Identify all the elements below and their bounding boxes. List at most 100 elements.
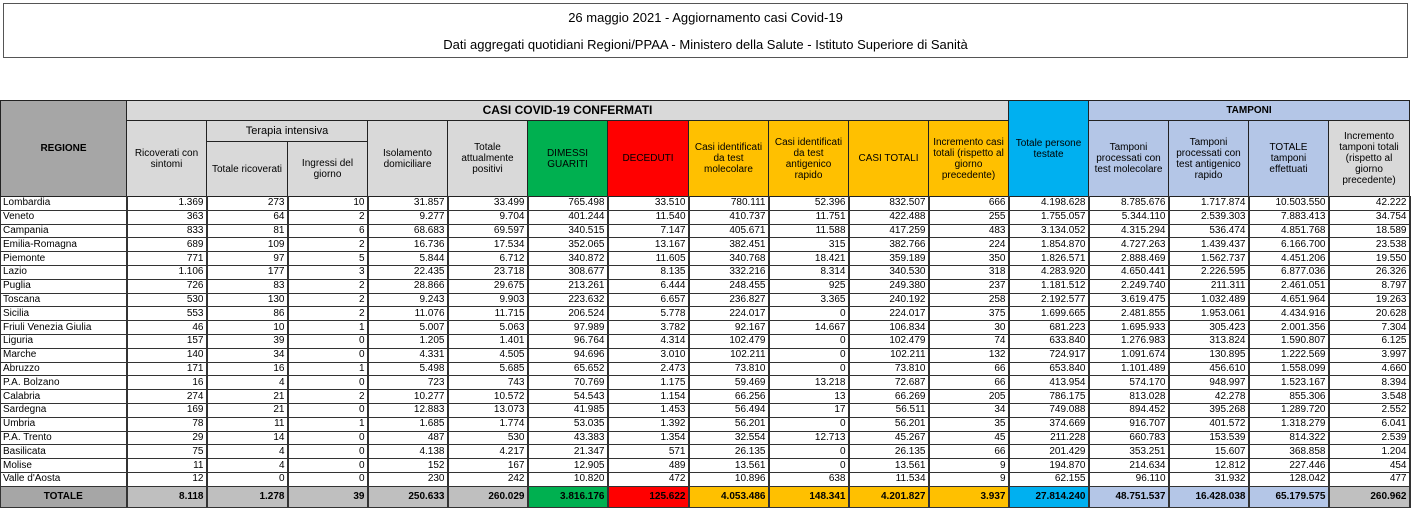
table-row: P.A. Bolzano 16 4 0 723 743 70.769 1.175 59.469 1… xyxy=(0,375,1411,391)
cell-col-6: 43.383 xyxy=(527,430,609,446)
cell-col-9: 11.751 xyxy=(768,209,850,225)
cell-col-2: 4 xyxy=(206,458,289,473)
cell-col-10: 13.561 xyxy=(848,458,930,473)
cell-col-14: 15.607 xyxy=(1168,444,1250,460)
report-title-box: 26 maggio 2021 - Aggiornamento casi Covi… xyxy=(3,3,1408,58)
cell-col-12: 201.429 xyxy=(1008,444,1090,460)
cell-col-12: 4.198.628 xyxy=(1008,196,1090,211)
header-col-13: Tamponi processati con test antigenico r… xyxy=(1168,120,1249,197)
cell-col-4: 4.331 xyxy=(367,347,449,363)
cell-col-6: 340.872 xyxy=(527,251,609,266)
cell-col-13: 4.650.441 xyxy=(1088,264,1170,280)
cell-col-4: 10.277 xyxy=(367,389,449,404)
cell-col-8: 56.494 xyxy=(688,402,770,418)
cell-col-15: 4.851.768 xyxy=(1248,223,1330,239)
cell-col-6: 3.816.176 xyxy=(527,485,609,508)
cell-col-8: 59.469 xyxy=(688,375,770,391)
cell-col-7: 1.154 xyxy=(607,389,690,404)
cell-col-15: 4.651.964 xyxy=(1248,292,1330,308)
cell-col-5: 743 xyxy=(447,375,529,391)
cell-col-7: 4.314 xyxy=(607,333,690,349)
cell-col-2: 130 xyxy=(206,292,289,308)
cell-col-12: 27.814.240 xyxy=(1008,485,1090,508)
cell-col-13: 1.695.933 xyxy=(1088,320,1170,335)
header-tamponi-group: TAMPONI xyxy=(1088,100,1410,121)
cell-col-15: 1.523.167 xyxy=(1248,375,1330,391)
cell-col-15: 7.883.413 xyxy=(1248,209,1330,225)
cell-col-15: 368.858 xyxy=(1248,444,1330,460)
cell-col-6: 308.677 xyxy=(527,264,609,280)
cell-col-7: 3.010 xyxy=(607,347,690,363)
cell-col-9: 0 xyxy=(768,333,850,349)
header-col-3: Isolamento domiciliare xyxy=(367,120,448,197)
table-row: Marche 140 34 0 4.331 4.505 94.696 3.010 102.211… xyxy=(0,347,1411,363)
cell-col-7: 6.444 xyxy=(607,278,690,294)
cell-col-12: 724.917 xyxy=(1008,347,1090,363)
cell-col-13: 8.785.676 xyxy=(1088,196,1170,211)
cell-col-9: 0 xyxy=(768,347,850,363)
cell-col-10: 66.269 xyxy=(848,389,930,404)
cell-col-8: 780.111 xyxy=(688,196,770,211)
cell-col-2: 86 xyxy=(206,306,289,322)
cell-col-13: 2.249.740 xyxy=(1088,278,1170,294)
region-name: Marche xyxy=(0,347,128,363)
cell-col-3: 2 xyxy=(287,292,369,308)
region-name: Liguria xyxy=(0,333,128,349)
cell-col-1: 771 xyxy=(126,251,208,266)
cell-col-1: 46 xyxy=(126,320,208,335)
cell-col-10: 249.380 xyxy=(848,278,930,294)
cell-col-8: 102.211 xyxy=(688,347,770,363)
cell-col-15: 6.166.700 xyxy=(1248,237,1330,253)
cell-col-5: 1.401 xyxy=(447,333,529,349)
cell-col-3: 0 xyxy=(287,375,369,391)
region-name: Campania xyxy=(0,223,128,239)
cell-col-2: 10 xyxy=(206,320,289,335)
cell-col-2: 273 xyxy=(206,196,289,211)
cell-col-9: 14.667 xyxy=(768,320,850,335)
cell-col-3: 2 xyxy=(287,389,369,404)
cell-col-15: 128.042 xyxy=(1248,471,1330,487)
cell-col-9: 925 xyxy=(768,278,850,294)
table-row: Toscana 530 130 2 9.243 9.903 223.632 6.657 236.… xyxy=(0,292,1411,308)
cell-col-5: 242 xyxy=(447,471,529,487)
cell-col-16: 477 xyxy=(1328,471,1411,487)
cell-col-6: 401.244 xyxy=(527,209,609,225)
cell-col-8: 405.671 xyxy=(688,223,770,239)
cell-col-3: 0 xyxy=(287,347,369,363)
cell-col-11: 34 xyxy=(928,402,1010,418)
cell-col-11: 66 xyxy=(928,444,1010,460)
cell-col-1: 274 xyxy=(126,389,208,404)
cell-col-4: 68.683 xyxy=(367,223,449,239)
cell-col-6: 12.905 xyxy=(527,458,609,473)
table-row: Basilicata 75 4 0 4.138 4.217 21.347 571 26.135 0… xyxy=(0,444,1411,460)
cell-col-7: 1.453 xyxy=(607,402,690,418)
cell-col-4: 250.633 xyxy=(367,485,449,508)
cell-col-3: 5 xyxy=(287,251,369,266)
cell-col-11: 30 xyxy=(928,320,1010,335)
cell-col-15: 2.461.051 xyxy=(1248,278,1330,294)
cell-col-2: 177 xyxy=(206,264,289,280)
cell-col-7: 11.540 xyxy=(607,209,690,225)
cell-col-1: 833 xyxy=(126,223,208,239)
cell-col-8: 248.455 xyxy=(688,278,770,294)
cell-col-2: 97 xyxy=(206,251,289,266)
table-row: Puglia 726 83 2 28.866 29.675 213.261 6.444 248.… xyxy=(0,278,1411,294)
cell-col-13: 4.727.263 xyxy=(1088,237,1170,253)
cell-col-11: 666 xyxy=(928,196,1010,211)
table-row: Umbria 78 11 1 1.685 1.774 53.035 1.392 56.201 0 5… xyxy=(0,416,1411,432)
cell-col-10: 102.211 xyxy=(848,347,930,363)
cell-col-4: 723 xyxy=(367,375,449,391)
cell-col-1: 171 xyxy=(126,361,208,377)
header-col-15: Incremento tamponi totali (rispetto al g… xyxy=(1328,120,1410,197)
cell-col-16: 18.589 xyxy=(1328,223,1411,239)
cell-col-8: 13.561 xyxy=(688,458,770,473)
cell-col-9: 0 xyxy=(768,361,850,377)
cell-col-13: 574.170 xyxy=(1088,375,1170,391)
cell-col-5: 23.718 xyxy=(447,264,529,280)
cell-col-16: 19.263 xyxy=(1328,292,1411,308)
cell-col-8: 332.216 xyxy=(688,264,770,280)
cell-col-10: 224.017 xyxy=(848,306,930,322)
cell-col-10: 4.201.827 xyxy=(848,485,930,508)
cell-col-1: 12 xyxy=(126,471,208,487)
region-name: Basilicata xyxy=(0,444,128,460)
